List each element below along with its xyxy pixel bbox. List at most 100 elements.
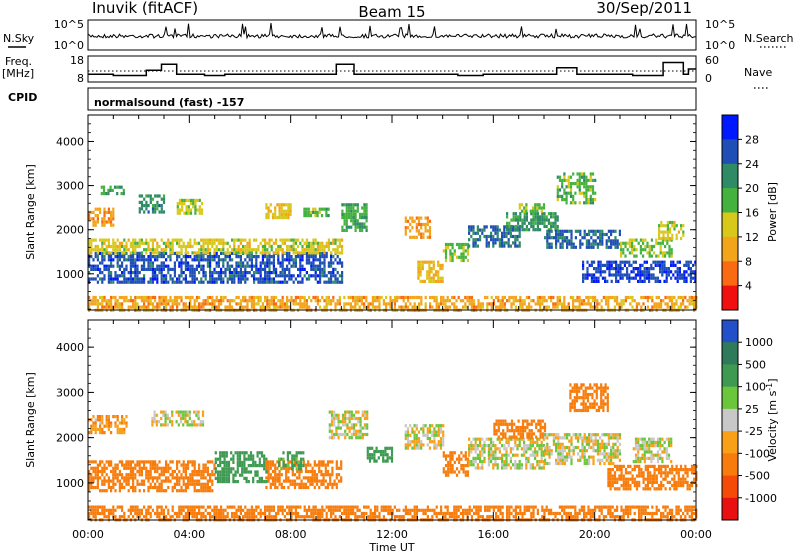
echo-cell — [92, 220, 95, 224]
echo-cell — [327, 280, 330, 284]
echo-cell — [297, 238, 300, 242]
echo-cell — [107, 302, 110, 306]
echo-cell — [501, 444, 504, 448]
echo-cell — [219, 480, 222, 484]
echo-cell — [519, 302, 522, 306]
echo-cell — [230, 457, 233, 461]
echo-cell — [116, 185, 119, 189]
echo-cell — [188, 416, 191, 421]
echo-cell — [194, 208, 197, 212]
echo-cell — [143, 241, 146, 245]
echo-cell — [195, 295, 198, 300]
echo-cell — [202, 473, 205, 477]
echo-cell — [177, 423, 180, 427]
echo-cell — [258, 451, 261, 455]
echo-cell — [132, 485, 135, 490]
echo-cell — [191, 267, 194, 271]
echo-region — [468, 437, 545, 470]
echo-cell — [103, 238, 106, 242]
echo-cell — [281, 267, 284, 271]
echo-cell — [413, 302, 416, 306]
echo-cell — [688, 299, 691, 303]
echo-cell — [278, 473, 281, 477]
echo-cell — [583, 172, 586, 176]
echo-cell — [417, 222, 421, 227]
echo-cell — [143, 264, 146, 268]
echo-cell — [200, 202, 204, 206]
echo-cell — [660, 305, 663, 309]
echo-cell — [506, 221, 509, 225]
echo-cell — [149, 248, 152, 252]
echo-cell — [331, 485, 334, 490]
echo-cell — [356, 206, 359, 210]
echo-cell — [202, 258, 205, 262]
echo-cell — [285, 479, 288, 483]
echo-cell — [366, 423, 369, 427]
echo-cell — [158, 489, 161, 493]
echo-cell — [459, 299, 462, 303]
echo-cell — [384, 446, 387, 450]
echo-cell — [314, 271, 317, 275]
echo-cell — [602, 295, 605, 300]
echo-cell — [227, 460, 231, 464]
echo-cell — [605, 245, 608, 249]
echo-cell — [178, 302, 181, 306]
echo-cell — [521, 419, 525, 423]
echo-cell — [665, 273, 668, 277]
echo-cell — [290, 274, 293, 278]
echo-cell — [548, 245, 551, 249]
echo-cell — [259, 277, 262, 281]
echo-cell — [160, 248, 163, 252]
echo-cell — [563, 295, 566, 300]
echo-cell — [634, 273, 637, 277]
echo-cell — [90, 460, 93, 464]
echo-cell — [294, 255, 297, 259]
echo-cell — [331, 466, 334, 470]
echo-cell — [677, 230, 680, 234]
echo-cell — [572, 305, 575, 309]
echo-cell — [225, 476, 228, 480]
echo-cell — [428, 235, 432, 239]
echo-cell — [253, 295, 256, 300]
echo-cell — [366, 432, 369, 437]
echo-cell — [301, 267, 304, 271]
echo-cell — [507, 244, 510, 248]
echo-cell — [431, 295, 434, 300]
echo-cell — [195, 473, 198, 477]
echo-cell — [165, 489, 168, 493]
echo-cell — [411, 430, 414, 434]
echo-cell — [483, 456, 486, 460]
echo-cell — [341, 432, 345, 437]
echo-cell — [289, 203, 292, 207]
echo-cell — [316, 241, 319, 245]
echo-cell — [127, 482, 130, 486]
echo-cell — [105, 251, 108, 255]
echo-cell — [235, 264, 238, 268]
echo-cell — [676, 279, 679, 283]
echo-cell — [288, 261, 291, 265]
echo-cell — [409, 235, 412, 239]
echo-cell — [352, 203, 355, 207]
echo-cell — [145, 194, 148, 198]
echo-cell — [492, 466, 495, 470]
echo-cell — [687, 260, 690, 264]
echo-cell — [165, 466, 168, 470]
echo-cell — [583, 299, 586, 303]
echo-cell — [349, 305, 352, 309]
echo-cell — [400, 305, 403, 309]
echo-cell — [105, 248, 108, 252]
echo-cell — [187, 198, 190, 202]
echo-cell — [277, 274, 280, 278]
echo-cell — [506, 422, 509, 426]
echo-cell — [125, 415, 128, 419]
echo-cell — [295, 460, 298, 464]
echo-cell — [337, 479, 341, 483]
echo-cell — [358, 305, 361, 309]
echo-cell — [604, 279, 607, 283]
echo-cell — [338, 280, 341, 284]
echo-cell — [621, 273, 624, 277]
echo-cell — [276, 476, 279, 480]
echo-cell — [107, 485, 110, 490]
echo-cell — [94, 220, 97, 224]
echo-cell — [257, 299, 260, 303]
